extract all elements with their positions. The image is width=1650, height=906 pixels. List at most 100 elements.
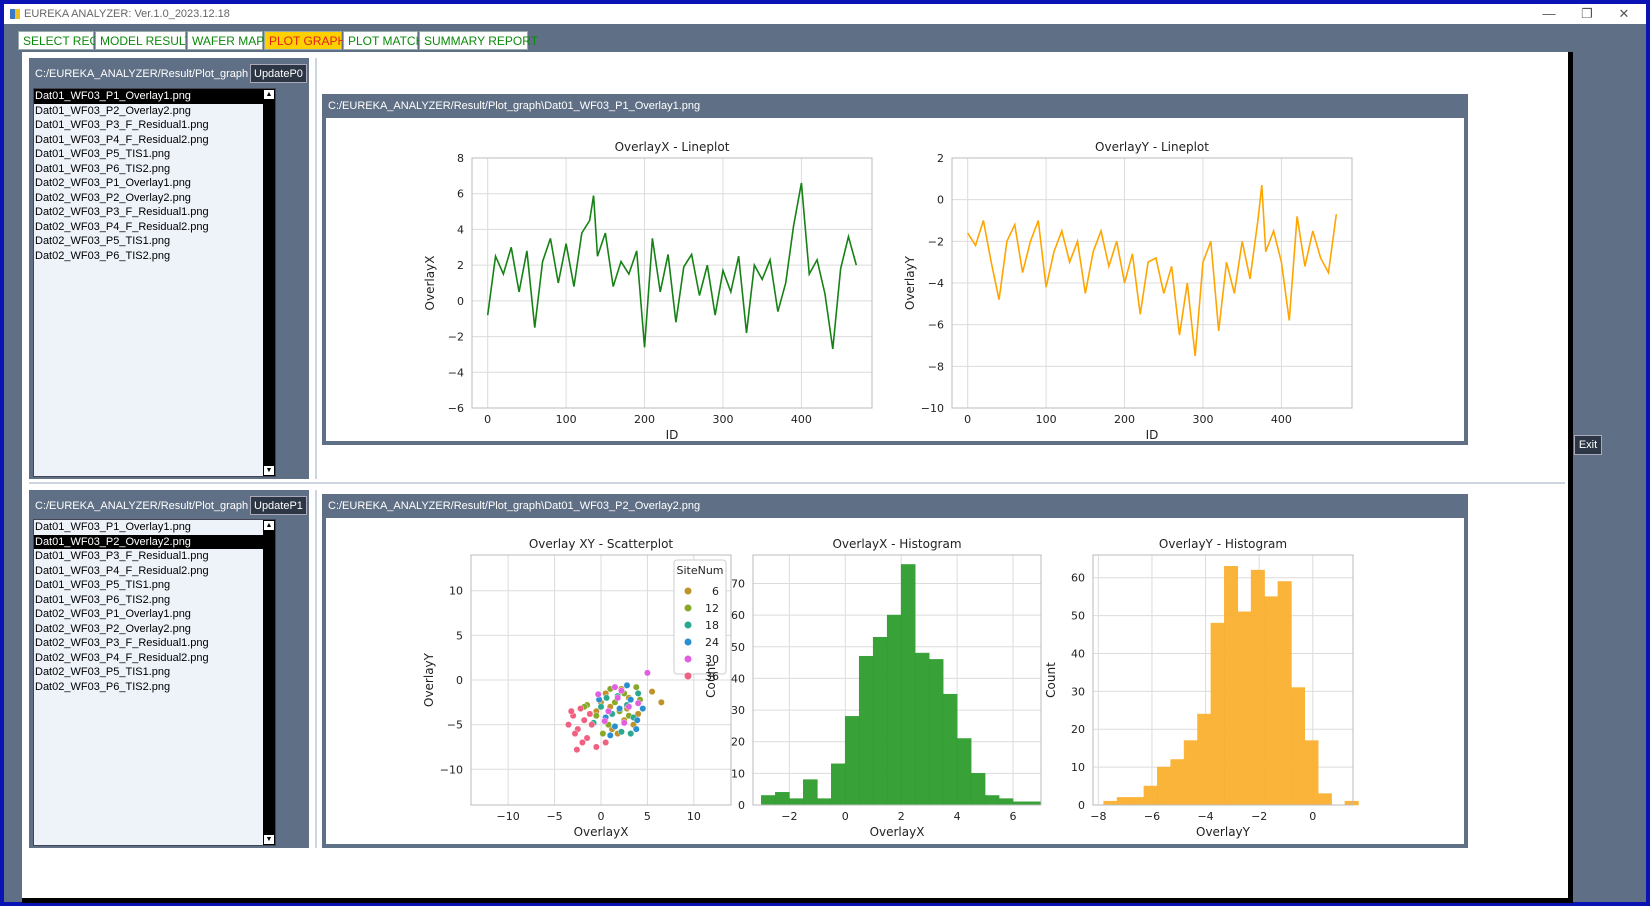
scatter-point [599,730,607,737]
y-axis-label: Count [704,662,718,698]
file-list-item[interactable]: Dat02_WF03_P2_Overlay2.png [35,622,191,635]
scatter-point [594,690,602,698]
file-list-item[interactable]: Dat02_WF03_P4_F_Residual2.png [35,651,209,664]
y-tick-label: 20 [1071,723,1085,736]
file-list-item[interactable]: Dat01_WF03_P1_Overlay1.png [34,89,275,104]
scatter-point [588,721,596,729]
y-tick-label: 2 [457,259,464,272]
y-tick-label: −4 [448,366,464,379]
chart-1: 0 100 200 300 400 −10 −8 −6 −4 −2 0 2 OverlayY - Lin… [903,140,1353,441]
x-tick-label: 2 [898,810,905,823]
scatter-point [611,723,619,730]
plot-area-frame [1092,554,1354,806]
histogram-bar [1143,785,1158,806]
tab-wafer-map[interactable]: WAFER MAP [187,31,264,50]
x-tick-label: −4 [1197,810,1213,823]
file-list-item[interactable]: Dat02_WF03_P6_TIS2.png [35,249,171,262]
scatter-point [606,731,614,739]
vertical-divider-top [315,58,317,479]
scatter-point [657,698,665,706]
file-list-item[interactable]: Dat01_WF03_P3_F_Residual1.png [35,119,209,131]
file-list-item[interactable]: Dat01_WF03_P5_TIS1.png [35,148,171,160]
file-list-item[interactable]: Dat02_WF03_P1_Overlay1.png [35,608,191,620]
plot-graph-content: C:/EUREKA_ANALYZER/Result/Plot_graph Upd… [22,52,1573,903]
file-list-item[interactable]: Dat02_WF03_P5_TIS1.png [35,235,171,247]
y-axis-label: OverlayY [903,255,917,310]
legend-marker [684,638,692,646]
x-tick-label: 6 [1010,810,1017,823]
chart-title: OverlayX - Histogram [832,537,961,551]
histogram-bar [789,798,804,806]
scroll-down-arrow-icon[interactable]: ▼ [264,466,274,475]
x-tick-label: 200 [1114,413,1135,426]
plot-area-frame [471,157,873,409]
file-list-item[interactable]: Dat02_WF03_P4_F_Residual2.png [35,220,209,233]
tab-summary-report[interactable]: SUMMARY REPORT [419,31,538,50]
file-list-item[interactable]: Dat01_WF03_P5_TIS1.png [35,579,171,591]
file-list-item[interactable]: Dat02_WF03_P1_Overlay1.png [35,177,191,189]
series-line [486,182,858,350]
file-list-item[interactable]: Dat02_WF03_P5_TIS1.png [35,666,171,678]
chart-title: OverlayX - Lineplot [615,140,730,154]
x-axis-label: OverlayX [574,825,629,839]
exit-button[interactable]: Exit [1574,435,1602,455]
y-tick-label: 4 [457,223,464,236]
tab-select-reg[interactable]: SELECT REG [18,31,99,50]
legend-marker [684,587,692,595]
scroll-up-arrow-icon[interactable]: ▲ [264,521,274,530]
x-tick-label: −2 [781,810,797,823]
y-tick-label: 60 [731,609,745,622]
update-p0-button[interactable]: UpdateP0 [250,64,307,83]
file-list-item[interactable]: Dat02_WF03_P3_F_Residual1.png [35,206,209,218]
y-tick-label: 0 [456,674,463,687]
histogram-bar [830,763,846,806]
x-tick-label: −10 [497,810,520,823]
file-list-item[interactable]: Dat01_WF03_P1_Overlay1.png [35,521,191,533]
x-tick-label: 0 [598,810,605,823]
file-list-item[interactable]: Dat02_WF03_P3_F_Residual1.png [35,637,209,649]
chart-0: 0 100 200 300 400 −6 −4 −2 0 2 4 6 8 OverlayX - Linep… [423,140,873,441]
x-axis-label: OverlayX [870,825,925,839]
y-tick-label: −6 [928,319,944,332]
y-tick-label: 5 [456,629,463,642]
top-file-list[interactable]: Dat01_WF03_P1_Overlay1.png Dat01_WF03_P2_… [33,88,276,477]
histogram-bar [1210,622,1225,806]
y-tick-label: 70 [731,577,745,590]
scatter-point [597,703,605,711]
restore-button[interactable]: ❐ [1581,6,1593,21]
scroll-up-arrow-icon[interactable]: ▲ [264,90,274,99]
x-tick-label: 4 [954,810,961,823]
histogram-bar [775,792,790,806]
bottom-image-path: C:/EUREKA_ANALYZER/Result/Plot_graph\Dat… [328,500,701,512]
x-tick-label: 100 [556,413,577,426]
tab-plot-graph[interactable]: PLOT GRAPH [264,31,346,50]
file-list-item[interactable]: Dat01_WF03_P4_F_Residual2.png [35,564,209,577]
x-axis-label: ID [1146,428,1159,441]
top-list-scrollbar[interactable]: ▲ ▼ [263,89,275,476]
scroll-down-arrow-icon[interactable]: ▼ [264,835,274,844]
file-list-item[interactable]: Dat01_WF03_P3_F_Residual1.png [35,550,209,562]
bottom-file-list[interactable]: Dat01_WF03_P1_Overlay1.png Dat01_WF03_P2_… [33,519,276,846]
histogram-bar [886,614,902,806]
file-list-item[interactable]: Dat01_WF03_P6_TIS2.png [35,162,171,175]
update-p1-button[interactable]: UpdateP1 [250,496,307,515]
scatter-point [605,707,612,715]
file-list-item[interactable]: Dat02_WF03_P6_TIS2.png [35,680,171,693]
minimize-button[interactable]: — [1542,6,1556,21]
scatter-point [632,725,640,733]
histogram-bar [900,564,916,806]
file-list-item[interactable]: Dat01_WF03_P4_F_Residual2.png [35,133,209,146]
y-tick-label: −10 [440,763,463,776]
file-list-item[interactable]: Dat01_WF03_P6_TIS2.png [35,593,171,606]
histogram-bar [1317,793,1332,806]
tab-plot-match[interactable]: PLOT MATCH [343,31,424,50]
tab-model-result[interactable]: MODEL RESULT [95,31,192,50]
close-button[interactable]: ✕ [1618,6,1630,21]
file-list-item[interactable]: Dat01_WF03_P2_Overlay2.png [34,534,275,549]
file-list-item[interactable]: Dat01_WF03_P2_Overlay2.png [35,104,191,117]
file-list-item[interactable]: Dat02_WF03_P2_Overlay2.png [35,191,191,204]
bottom-list-scrollbar[interactable]: ▲ ▼ [263,520,275,845]
y-tick-label: 30 [731,704,745,717]
